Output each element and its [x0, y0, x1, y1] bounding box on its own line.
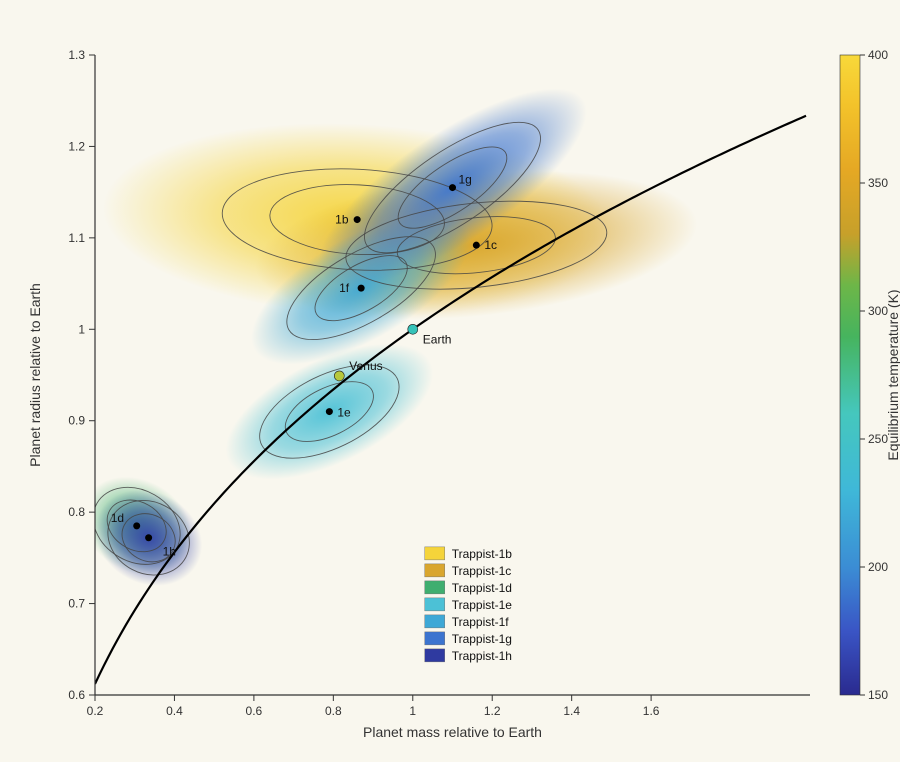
legend-item-label: Trappist-1f	[452, 615, 510, 629]
legend-swatch	[425, 581, 445, 594]
marker-1g	[449, 184, 456, 191]
y-tick-label: 1.3	[68, 48, 85, 62]
ref-marker-venus	[334, 371, 344, 381]
ref-label-earth: Earth	[423, 332, 452, 346]
cb-tick-label: 350	[868, 176, 888, 190]
y-tick-label: 0.6	[68, 688, 85, 702]
colorbar	[840, 55, 860, 695]
legend-swatch	[425, 564, 445, 577]
label-1b: 1b	[335, 213, 349, 227]
x-axis-label: Planet mass relative to Earth	[363, 724, 542, 740]
y-tick-label: 1.1	[68, 231, 85, 245]
ref-label-venus: Venus	[349, 359, 382, 373]
label-1e: 1e	[337, 406, 351, 420]
x-tick-label: 0.2	[87, 704, 104, 718]
colorbar-label: Equilibrium temperature (K)	[885, 289, 900, 460]
label-1g: 1g	[459, 173, 472, 187]
y-tick-label: 0.9	[68, 414, 85, 428]
legend-item-label: Trappist-1e	[452, 598, 513, 612]
x-tick-label: 1.6	[643, 704, 660, 718]
marker-1d	[133, 522, 140, 529]
marker-1c	[473, 242, 480, 249]
marker-1h	[145, 534, 152, 541]
y-tick-label: 1.2	[68, 139, 85, 153]
ref-marker-earth	[408, 324, 418, 334]
x-tick-label: 1	[409, 704, 416, 718]
legend-swatch	[425, 598, 445, 611]
legend-swatch	[425, 547, 445, 560]
marker-1e	[326, 408, 333, 415]
label-1h: 1h	[163, 545, 176, 559]
marker-1b	[354, 216, 361, 223]
chart-bg	[0, 0, 900, 762]
legend-swatch	[425, 649, 445, 662]
x-tick-label: 0.8	[325, 704, 342, 718]
legend-swatch	[425, 615, 445, 628]
legend-item-label: Trappist-1c	[452, 564, 512, 578]
legend-item-label: Trappist-1d	[452, 581, 512, 595]
legend-item-label: Trappist-1h	[452, 649, 512, 663]
legend-swatch	[425, 632, 445, 645]
x-tick-label: 0.4	[166, 704, 183, 718]
y-tick-label: 1	[78, 322, 85, 336]
x-tick-label: 1.2	[484, 704, 501, 718]
label-1c: 1c	[484, 238, 497, 252]
legend-item-label: Trappist-1g	[452, 632, 512, 646]
label-1d: 1d	[111, 511, 124, 525]
marker-1f	[358, 285, 365, 292]
cb-tick-label: 400	[868, 48, 888, 62]
chart-svg: 1b 1c 1d 1e 1f 1g 1h Earth Venus 0.2 0.4 0.6 0.8 1 1.2…	[0, 0, 900, 762]
y-tick-label: 0.8	[68, 505, 85, 519]
legend-item-label: Trappist-1b	[452, 547, 513, 561]
x-tick-label: 1.4	[563, 704, 580, 718]
cb-tick-label: 200	[868, 560, 888, 574]
x-tick-label: 0.6	[246, 704, 263, 718]
chart-container: 1b 1c 1d 1e 1f 1g 1h Earth Venus 0.2 0.4 0.6 0.8 1 1.2…	[0, 0, 900, 762]
y-axis-label: Planet radius relative to Earth	[27, 283, 43, 467]
y-tick-label: 0.7	[68, 597, 85, 611]
label-1f: 1f	[339, 281, 350, 295]
cb-tick-label: 150	[868, 688, 888, 702]
